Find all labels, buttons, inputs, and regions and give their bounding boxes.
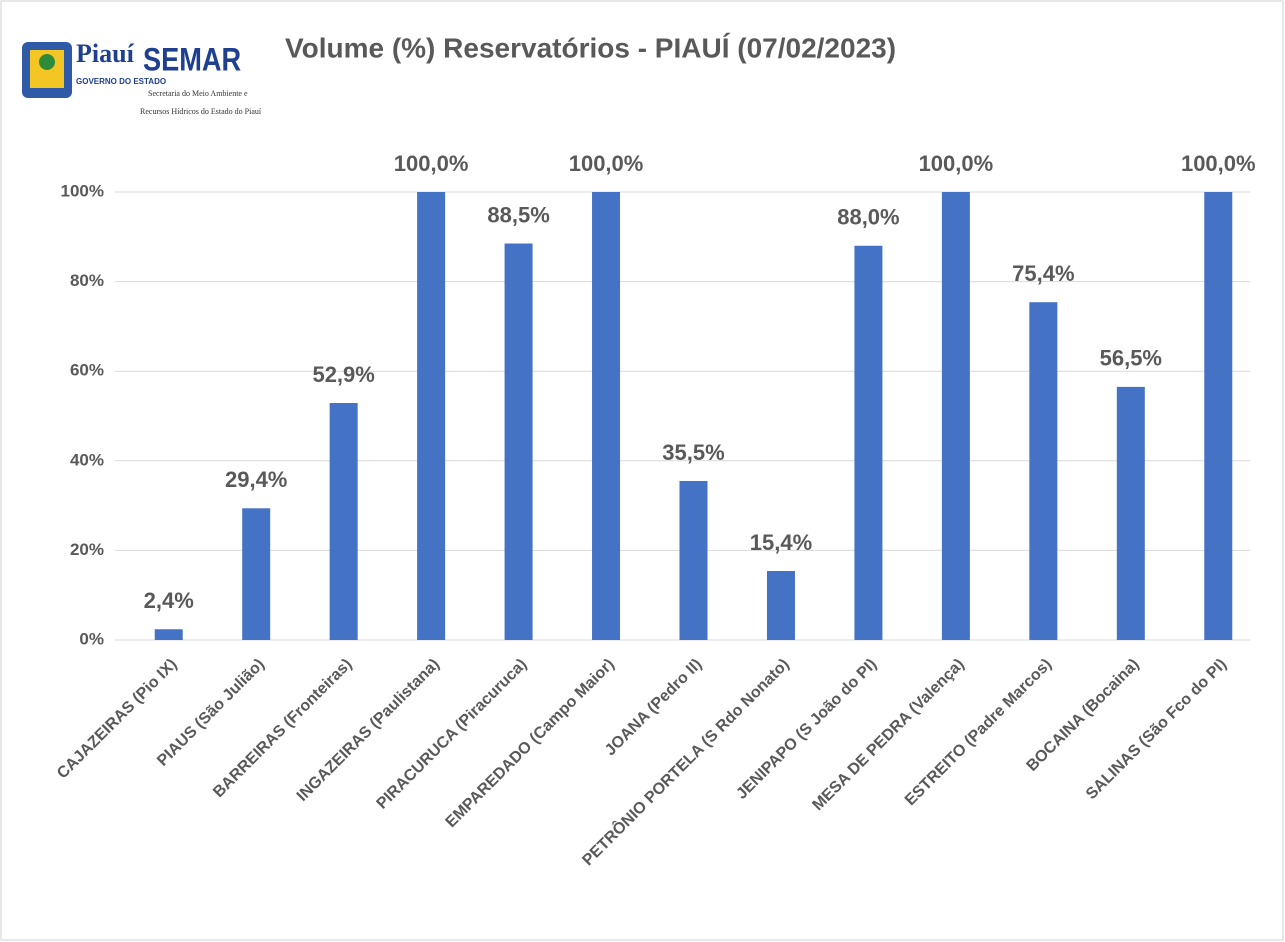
bar — [941, 192, 970, 640]
logo-emblem — [39, 54, 55, 70]
value-label: 100,0% — [394, 151, 469, 176]
value-label: 52,9% — [312, 362, 374, 387]
bar — [329, 403, 358, 640]
value-label: 88,0% — [837, 205, 899, 230]
bar — [1116, 386, 1145, 640]
bar — [679, 480, 708, 640]
value-label: 100,0% — [569, 151, 644, 176]
value-label: 35,5% — [662, 440, 724, 465]
logo: Piauí GOVERNO DO ESTADO SEMAR Secretaria… — [22, 39, 262, 116]
value-label: 15,4% — [750, 530, 812, 555]
logo-name: Piauí — [76, 39, 135, 68]
bar — [1029, 302, 1058, 640]
logo-line: Recursos Hídricos do Estado do Piauí — [140, 107, 262, 116]
bar — [154, 629, 183, 640]
bar — [592, 192, 621, 640]
bar — [1204, 192, 1233, 640]
y-tick-label: 40% — [70, 450, 104, 469]
value-label: 56,5% — [1100, 346, 1162, 371]
value-label: 2,4% — [144, 588, 194, 613]
bar — [766, 571, 795, 640]
logo-government: GOVERNO DO ESTADO — [76, 77, 166, 86]
logo-agency: SEMAR — [143, 42, 241, 78]
value-label: 100,0% — [919, 151, 994, 176]
value-label: 29,4% — [225, 467, 287, 492]
bar — [417, 192, 446, 640]
bar — [242, 508, 271, 640]
y-tick-label: 0% — [79, 629, 104, 648]
value-label: 75,4% — [1012, 261, 1074, 286]
value-label: 88,5% — [487, 202, 549, 227]
y-tick-label: 20% — [70, 540, 104, 559]
chart-title: Volume (%) Reservatórios - PIAUÍ (07/02/… — [285, 32, 896, 63]
value-label: 100,0% — [1181, 151, 1256, 176]
bar — [854, 245, 883, 640]
y-tick-label: 100% — [61, 181, 104, 200]
y-tick-label: 60% — [70, 361, 104, 380]
bar — [504, 243, 533, 640]
logo-line: Secretaria do Meio Ambiente e — [148, 89, 248, 98]
y-tick-label: 80% — [70, 271, 104, 290]
